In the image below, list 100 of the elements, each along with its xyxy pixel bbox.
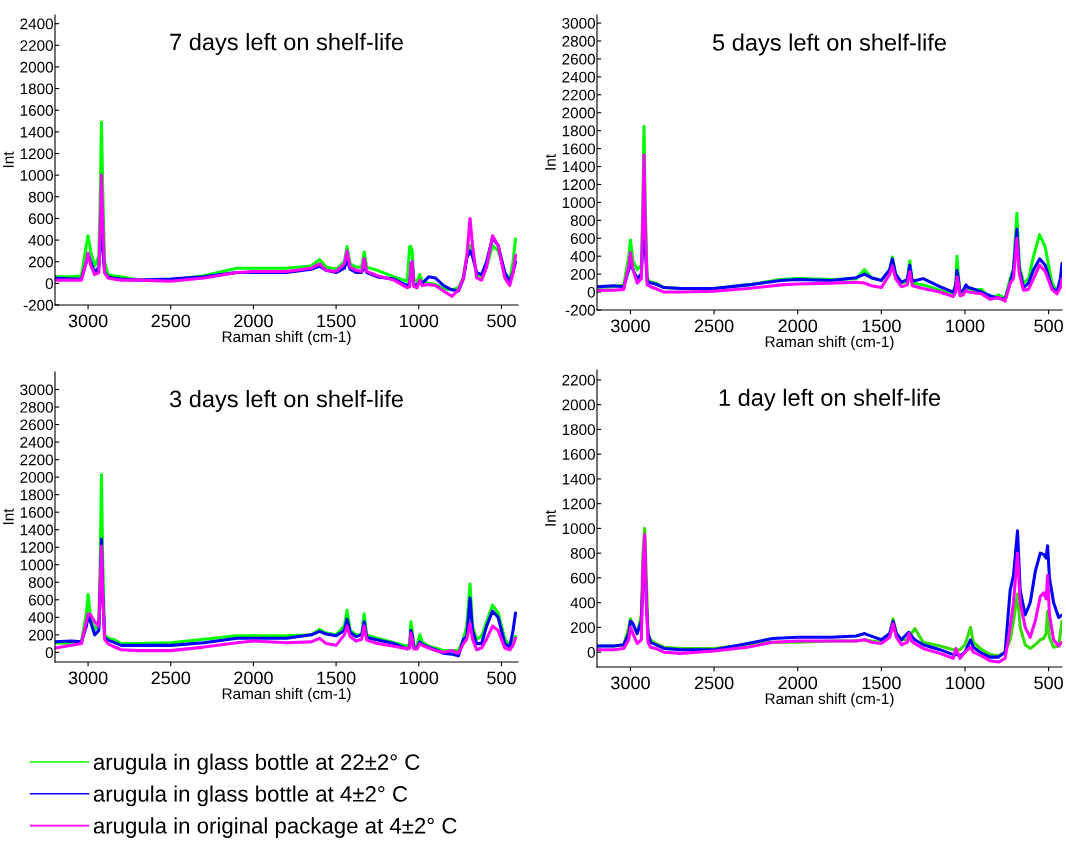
y-tick-label: 1400	[20, 524, 54, 536]
x-tick-label: 2000	[778, 676, 818, 690]
x-axis-title: Raman shift (cm-1)	[222, 687, 351, 703]
x-axis-title: Raman shift (cm-1)	[765, 335, 894, 351]
x-tick-label: 3000	[611, 676, 650, 690]
x-tick-label: 1500	[317, 314, 356, 328]
y-tick-label: 800	[28, 577, 54, 588]
legend-label: arugula in glass bottle at 22±2° C	[93, 753, 420, 775]
y-tick-label: 2200	[562, 374, 596, 386]
y-tick-label: 2800	[562, 35, 596, 47]
x-tick-label: 2500	[694, 319, 734, 333]
y-tick-label: -200	[23, 299, 54, 311]
y-tick-label: 400	[570, 251, 596, 262]
y-tick-label: 1600	[562, 143, 596, 155]
y-tick-label: 1000	[562, 523, 596, 535]
x-tick-label: 1000	[946, 319, 985, 333]
text: 5 days left on shelf-life	[712, 33, 946, 56]
y-tick-label: 1400	[562, 161, 596, 173]
x-tick-label: 500	[1034, 676, 1063, 690]
y-axis-title: Int	[545, 510, 556, 526]
legend-label: arugula in original package at 4±2° C	[93, 817, 457, 838]
y-tick-label: 1800	[562, 125, 596, 137]
x-tick-label: 500	[487, 314, 516, 328]
y-tick-label: 0	[45, 278, 54, 290]
y-tick-label: 1800	[20, 489, 54, 501]
x-tick-label: 2500	[151, 314, 191, 328]
y-tick-label: 2400	[562, 71, 596, 83]
y-axis-title: Int	[3, 151, 14, 168]
y-tick-label: 2200	[20, 40, 54, 51]
y-tick-label: 400	[570, 597, 596, 609]
x-tick-label: 500	[487, 671, 516, 685]
x-tick-label: 3000	[68, 314, 108, 328]
x-tick-label: 1000	[400, 671, 439, 685]
y-tick-label: 2000	[20, 61, 54, 73]
x-tick-label: 2000	[778, 319, 818, 333]
y-tick-label: 600	[28, 594, 54, 606]
y-tick-label: 1400	[20, 126, 54, 138]
y-tick-label: 2400	[20, 436, 54, 448]
x-axis-title: Raman shift (cm-1)	[222, 330, 351, 346]
y-tick-label: 1000	[20, 559, 54, 571]
y-tick-label: 800	[570, 548, 596, 559]
text: 1 day left on shelf-life	[719, 388, 941, 411]
y-tick-label: 200	[28, 256, 54, 268]
y-tick-label: 2200	[562, 89, 596, 101]
text: 3 days left on shelf-life	[169, 389, 403, 412]
line-series	[597, 153, 1062, 303]
x-tick-label: 1500	[862, 319, 901, 333]
y-tick-label: 0	[587, 286, 596, 298]
y-tick-label: 200	[28, 629, 54, 641]
y-axis-title: Int	[3, 508, 14, 525]
x-tick-label: 1500	[317, 671, 356, 685]
y-tick-label: 1800	[20, 83, 54, 95]
x-tick-label: 3000	[68, 671, 108, 685]
y-tick-label: 3000	[20, 384, 54, 396]
x-tick-label: 2000	[234, 314, 273, 328]
y-tick-label: 200	[570, 269, 596, 280]
x-tick-label: 1000	[400, 314, 439, 328]
y-tick-label: 2000	[562, 399, 596, 411]
y-tick-label: 1000	[20, 170, 54, 181]
y-tick-label: 3000	[562, 17, 596, 29]
y-tick-label: 2200	[20, 454, 54, 466]
y-tick-label: 1800	[562, 424, 596, 436]
y-tick-label: 1600	[562, 449, 596, 460]
x-tick-label: 2500	[694, 676, 734, 690]
y-tick-label: 2800	[20, 401, 54, 413]
y-tick-label: 600	[28, 213, 54, 225]
y-tick-label: 400	[28, 612, 54, 623]
y-tick-label: -200	[565, 304, 596, 316]
y-tick-label: 600	[570, 572, 596, 584]
y-tick-label: 2000	[562, 107, 596, 119]
y-tick-label: 1600	[20, 105, 54, 116]
y-tick-label: 2000	[20, 472, 54, 483]
y-tick-label: 2600	[20, 419, 54, 431]
text: 7 days left on shelf-life	[170, 33, 403, 55]
y-tick-label: 0	[45, 647, 54, 659]
y-tick-label: 1400	[562, 473, 596, 485]
x-tick-label: 500	[1034, 319, 1063, 333]
y-tick-label: 200	[570, 622, 596, 634]
y-tick-label: 800	[28, 191, 54, 203]
x-tick-label: 2500	[151, 671, 191, 685]
x-tick-label: 1500	[862, 676, 901, 690]
x-axis-title: Raman shift (cm-1)	[765, 692, 894, 708]
line-series	[55, 173, 518, 298]
y-tick-label: 800	[570, 215, 596, 227]
y-tick-label: 1200	[562, 498, 596, 510]
y-tick-label: 2400	[20, 18, 54, 30]
y-tick-label: 0	[587, 647, 596, 658]
y-tick-label: 600	[570, 233, 596, 244]
y-tick-label: 400	[28, 234, 54, 246]
x-tick-label: 1000	[946, 676, 985, 690]
y-tick-label: 1200	[20, 542, 54, 553]
legend-label: arugula in glass bottle at 4±2° C	[93, 785, 408, 807]
y-tick-label: 1200	[562, 179, 596, 191]
y-tick-label: 2600	[562, 53, 596, 65]
x-tick-label: 2000	[234, 671, 273, 685]
y-tick-label: 1200	[20, 148, 54, 160]
y-tick-label: 1000	[562, 197, 596, 209]
x-tick-label: 3000	[611, 319, 650, 333]
y-axis-title: Int	[545, 154, 556, 170]
y-tick-label: 1600	[20, 507, 54, 518]
